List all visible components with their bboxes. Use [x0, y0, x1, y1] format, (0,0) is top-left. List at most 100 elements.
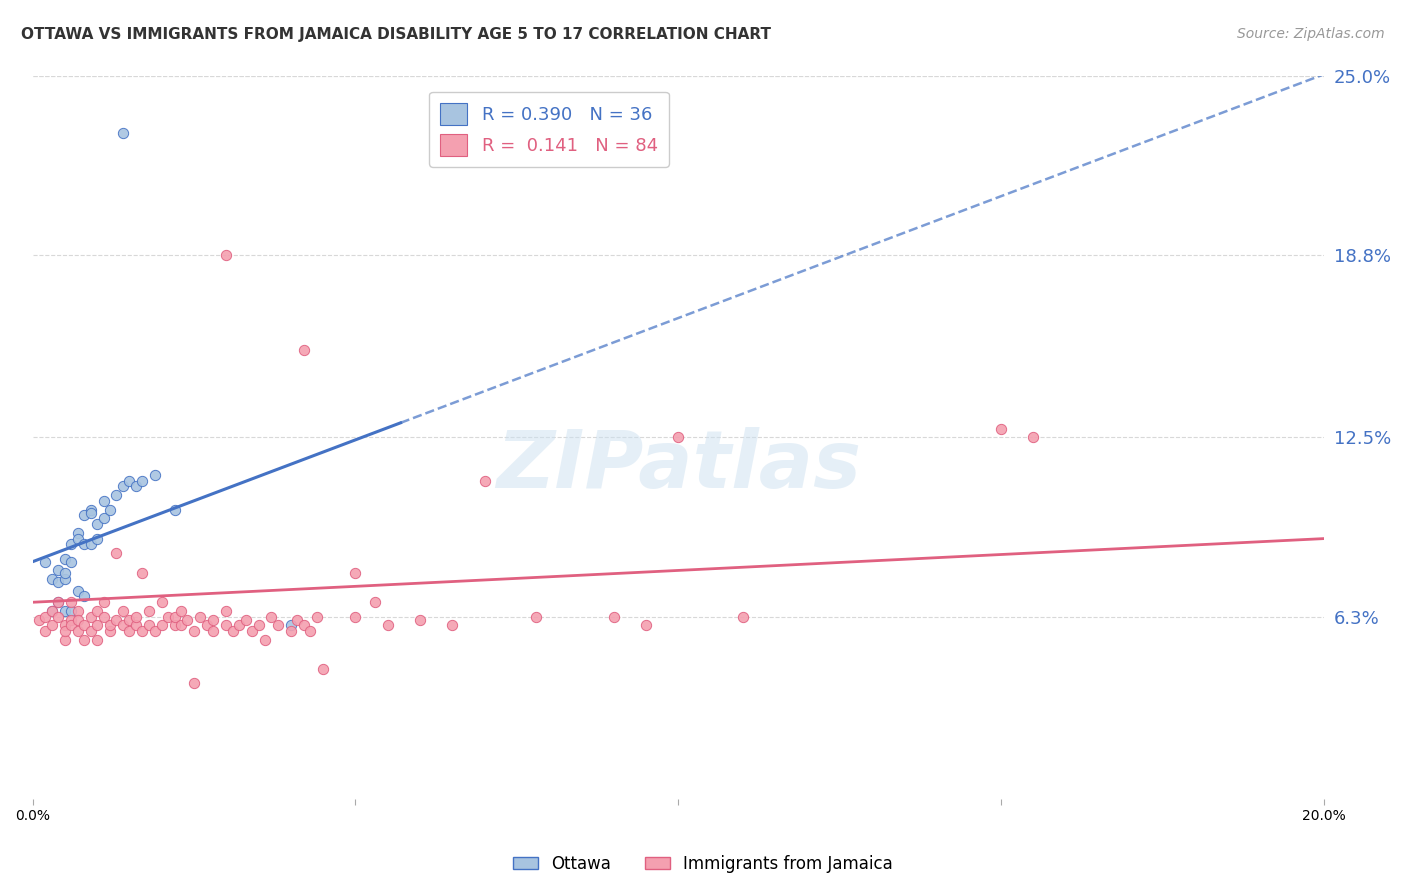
Point [131, 566, 153, 581]
Point [73, 537, 96, 551]
Point [731, 609, 754, 624]
Point [105, 613, 128, 627]
Point [28, 613, 51, 627]
Point [170, 618, 193, 632]
Point [215, 604, 238, 618]
Point [190, 609, 212, 624]
Legend: R = 0.390   N = 36, R =  0.141   N = 84: R = 0.390 N = 36, R = 0.141 N = 84 [429, 92, 669, 167]
Point [344, 566, 367, 581]
Point [60, 618, 83, 632]
Point [150, 595, 173, 609]
Point [176, 613, 198, 627]
Point [990, 422, 1012, 436]
Point [299, 624, 322, 639]
Point [111, 127, 134, 141]
Point [86, 517, 108, 532]
Point [163, 609, 186, 624]
Point [666, 430, 689, 444]
Point [240, 624, 263, 639]
Point [292, 618, 315, 632]
Point [41, 604, 63, 618]
Point [46, 595, 69, 609]
Point [53, 566, 76, 581]
Point [228, 618, 250, 632]
Point [202, 613, 225, 627]
Point [634, 618, 657, 632]
Point [138, 618, 160, 632]
Point [163, 502, 186, 516]
Point [73, 618, 96, 632]
Point [60, 613, 83, 627]
Point [41, 604, 63, 618]
Point [66, 525, 89, 540]
Point [53, 632, 76, 647]
Point [305, 609, 328, 624]
Point [377, 618, 399, 632]
Point [143, 467, 166, 482]
Point [98, 618, 121, 632]
Point [46, 563, 69, 577]
Point [86, 604, 108, 618]
Point [53, 604, 76, 618]
Point [195, 618, 218, 632]
Point [79, 609, 101, 624]
Point [183, 624, 205, 639]
Point [60, 555, 83, 569]
Point [163, 618, 186, 632]
Point [73, 632, 96, 647]
Point [79, 537, 101, 551]
Text: Source: ZipAtlas.com: Source: ZipAtlas.com [1237, 27, 1385, 41]
Point [111, 618, 134, 632]
Point [79, 506, 101, 520]
Point [280, 618, 302, 632]
Point [524, 609, 547, 624]
Point [441, 618, 464, 632]
Point [111, 479, 134, 493]
Point [41, 572, 63, 586]
Point [105, 488, 128, 502]
Point [53, 618, 76, 632]
Point [202, 624, 225, 639]
Point [66, 624, 89, 639]
Point [292, 343, 315, 358]
Point [98, 624, 121, 639]
Point [260, 609, 283, 624]
Point [157, 609, 180, 624]
Point [125, 609, 148, 624]
Point [86, 532, 108, 546]
Point [60, 595, 83, 609]
Point [125, 479, 148, 493]
Point [253, 632, 276, 647]
Point [79, 624, 101, 639]
Point [183, 676, 205, 690]
Point [280, 624, 302, 639]
Point [602, 609, 624, 624]
Text: ZIPatlas: ZIPatlas [496, 427, 860, 505]
Point [46, 595, 69, 609]
Point [34, 555, 56, 569]
Point [86, 632, 108, 647]
Point [53, 552, 76, 566]
Point [150, 618, 173, 632]
Point [34, 609, 56, 624]
Point [93, 511, 115, 525]
Point [1022, 430, 1045, 444]
Point [105, 546, 128, 560]
Point [409, 613, 432, 627]
Point [267, 618, 290, 632]
Point [285, 613, 308, 627]
Point [66, 583, 89, 598]
Point [215, 248, 238, 262]
Point [138, 604, 160, 618]
Point [474, 474, 496, 488]
Point [53, 572, 76, 586]
Point [125, 618, 148, 632]
Point [221, 624, 243, 639]
Text: OTTAWA VS IMMIGRANTS FROM JAMAICA DISABILITY AGE 5 TO 17 CORRELATION CHART: OTTAWA VS IMMIGRANTS FROM JAMAICA DISABI… [21, 27, 770, 42]
Point [118, 613, 141, 627]
Point [344, 609, 367, 624]
Point [235, 613, 257, 627]
Point [131, 624, 153, 639]
Point [66, 613, 89, 627]
Point [215, 618, 238, 632]
